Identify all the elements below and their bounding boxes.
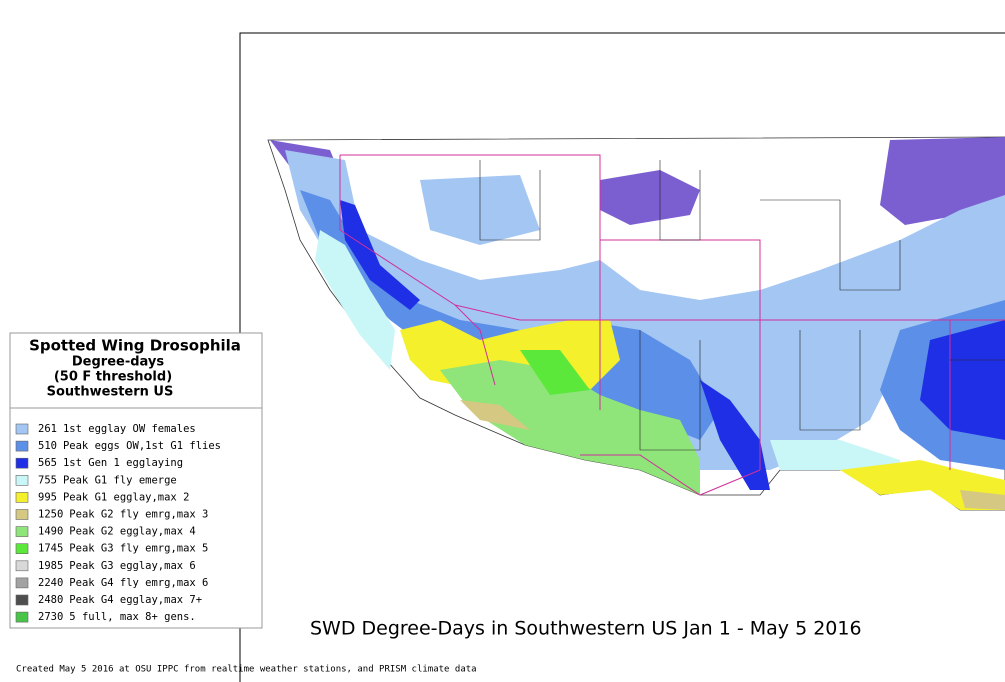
legend-title: Spotted Wing Drosophila xyxy=(29,337,241,355)
legend-swatch xyxy=(15,611,29,623)
legend-box xyxy=(9,332,263,629)
state-line xyxy=(454,304,761,470)
legend-subtitle: Southwestern US xyxy=(47,385,174,400)
zone-1745 xyxy=(520,350,590,395)
legend-entry: 2480 Peak G4 egglay,max 7+ xyxy=(38,594,202,606)
legend-swatch xyxy=(15,526,29,537)
county-line xyxy=(659,160,701,241)
legend-label: 1st Gen 1 egglaying xyxy=(63,457,183,469)
legend-entry: 1985 Peak G3 egglay,max 6 xyxy=(38,560,196,572)
legend-label: Peak G3 egglay,max 6 xyxy=(69,560,195,572)
map-title: SWD Degree-Days in Southwestern US Jan 1… xyxy=(310,618,862,640)
state-lines xyxy=(339,154,1005,496)
legend-entry: 2240 Peak G4 fly emrg,max 6 xyxy=(38,577,208,589)
map xyxy=(267,136,1005,511)
legend-entry: 1745 Peak G3 fly emrg,max 5 xyxy=(38,543,208,555)
legend-entry: 755 Peak G1 fly emerge xyxy=(38,474,177,486)
state-line xyxy=(580,454,761,496)
legend-label: Peak G4 fly emrg,max 6 xyxy=(69,577,208,589)
legend-value: 565 xyxy=(38,457,57,469)
legend-label: 1st egglay OW females xyxy=(63,423,196,435)
legend-entry: 261 1st egglay OW females xyxy=(38,423,196,435)
cool-zone xyxy=(880,137,1005,225)
legend-label: Peak eggs OW,1st G1 flies xyxy=(63,440,221,452)
county-line xyxy=(799,330,861,431)
legend-swatch xyxy=(15,543,29,555)
legend-value: 1250 xyxy=(38,509,63,521)
legend-swatch xyxy=(15,440,29,452)
legend-entry: 2730 5 full, max 8+ gens. xyxy=(38,611,196,623)
county-lines xyxy=(479,160,1005,451)
legend-label: Peak G1 egglay,max 2 xyxy=(63,491,189,503)
legend-value: 995 xyxy=(38,491,57,503)
zone-1490 xyxy=(440,360,700,495)
zone-510 xyxy=(300,190,720,440)
legend-label: Peak G3 fly emrg,max 5 xyxy=(69,543,208,555)
legend-value: 2480 xyxy=(38,594,63,606)
legend-value: 2240 xyxy=(38,577,63,589)
legend-value: 261 xyxy=(38,423,57,435)
legend-swatch xyxy=(15,577,29,589)
legend-entry: 995 Peak G1 egglay,max 2 xyxy=(38,491,189,503)
legend-label: Peak G2 fly emrg,max 3 xyxy=(69,509,208,521)
legend-value: 1745 xyxy=(38,543,63,555)
zone-565 xyxy=(920,320,1005,440)
legend-swatch xyxy=(15,423,29,435)
zone-1250 xyxy=(460,400,530,430)
legend-value: 755 xyxy=(38,474,57,486)
legend-swatch xyxy=(15,594,29,606)
cool-zone xyxy=(600,170,700,225)
legend-label: 5 full, max 8+ gens. xyxy=(69,611,195,623)
legend-swatch xyxy=(15,560,29,572)
zone-1250 xyxy=(960,490,1005,510)
legend-value: 1490 xyxy=(38,526,63,538)
legend-subtitle: (50 F threshold) xyxy=(54,370,172,385)
legend-swatch xyxy=(15,492,29,503)
legend-entry: 510 Peak eggs OW,1st G1 flies xyxy=(38,440,221,452)
legend-value: 2730 xyxy=(38,611,63,623)
legend-items: 261 1st egglay OW females 510 Peak eggs OW,… xyxy=(15,423,221,623)
legend-value: 510 xyxy=(38,440,57,452)
legend-entry: 565 1st Gen 1 egglaying xyxy=(38,457,183,469)
legend-swatch xyxy=(15,457,29,469)
footer: Created May 5 2016 at OSU IPPC from real… xyxy=(16,665,477,675)
legend-label: Peak G1 fly emerge xyxy=(63,474,177,486)
legend-entry: 1250 Peak G2 fly emrg,max 3 xyxy=(38,509,208,521)
zone-565 xyxy=(340,200,420,310)
zone-565 xyxy=(700,380,770,490)
legend-swatch xyxy=(15,474,29,486)
legend-swatch xyxy=(15,509,29,520)
legend-label: Peak G2 egglay,max 4 xyxy=(69,526,195,538)
legend-entry: 1490 Peak G2 egglay,max 4 xyxy=(38,526,196,538)
legend-value: 1985 xyxy=(38,560,63,572)
county-line xyxy=(639,330,701,451)
county-line xyxy=(760,199,901,291)
zone-755 xyxy=(315,230,395,370)
legend-label: Peak G4 egglay,max 7+ xyxy=(69,594,202,606)
county-line xyxy=(479,160,541,241)
legend-subtitle: Degree-days xyxy=(72,355,165,370)
zone-261 xyxy=(285,150,1005,470)
